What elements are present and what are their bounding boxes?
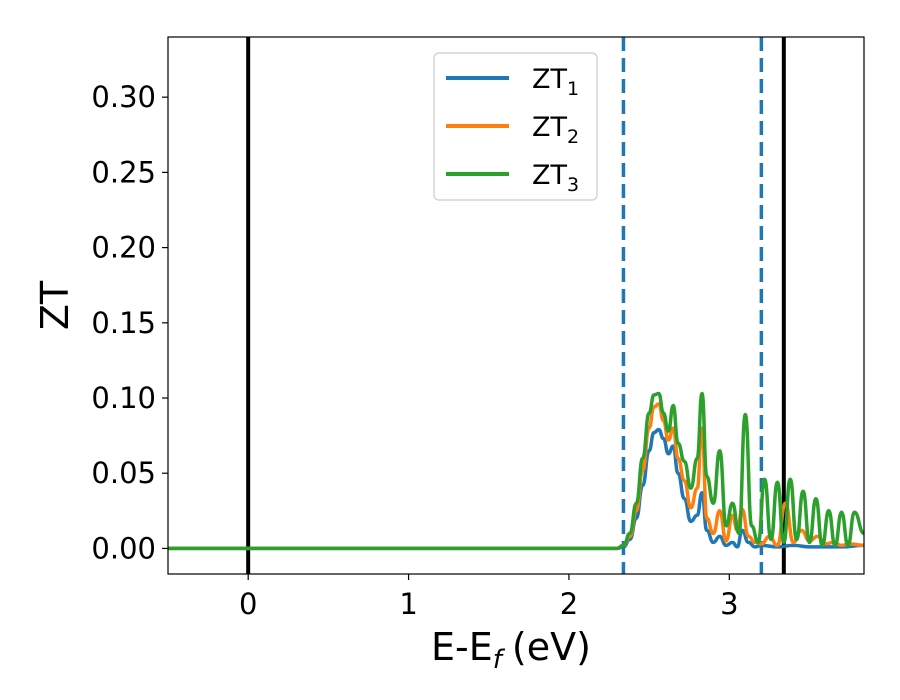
x-tick-label-2: 2 (560, 587, 578, 621)
series-line-3 (168, 391, 864, 551)
y-tick-label-0: 0.00 (91, 531, 156, 565)
series-layer (168, 391, 864, 551)
legend-label-base-2: ZT (532, 112, 567, 143)
y-axis-label: ZT (33, 280, 77, 330)
legend-label-3: ZT3 (532, 160, 579, 196)
legend-box (433, 52, 598, 201)
x-tick-label-0: 0 (239, 587, 257, 621)
reference-lines (246, 37, 786, 574)
legend-label-base-1: ZT (532, 64, 567, 95)
y-tick-label-5: 0.25 (91, 155, 156, 189)
legend-label-2: ZT2 (532, 112, 579, 148)
legend-label-base-3: ZT (532, 160, 567, 191)
y-tick-label-4: 0.20 (91, 231, 156, 265)
x-tick-label-1: 1 (399, 587, 417, 621)
x-tick-label-3: 3 (720, 587, 738, 621)
legend-label-sub-2: 2 (567, 126, 579, 148)
y-axis: 0.00 0.05 0.10 0.15 0.20 0.25 0.30 (91, 80, 168, 565)
legend-label-sub-1: 1 (567, 78, 579, 100)
legend-label-sub-3: 3 (567, 174, 579, 196)
y-tick-label-1: 0.05 (91, 456, 156, 490)
y-tick-label-6: 0.30 (91, 80, 156, 114)
x-axis-label-unit: (eV) (512, 625, 591, 669)
x-axis-label-base: E-E (431, 625, 493, 669)
legend-label-1: ZT1 (532, 64, 579, 100)
y-tick-label-3: 0.15 (91, 306, 156, 340)
series-line-1 (168, 427, 864, 551)
plot-frame (167, 36, 865, 575)
x-axis-label: E-Ef (eV) (431, 625, 591, 675)
x-axis: 0 1 2 3 (239, 574, 739, 621)
y-tick-label-2: 0.10 (91, 381, 156, 415)
series-line-2 (168, 402, 864, 551)
